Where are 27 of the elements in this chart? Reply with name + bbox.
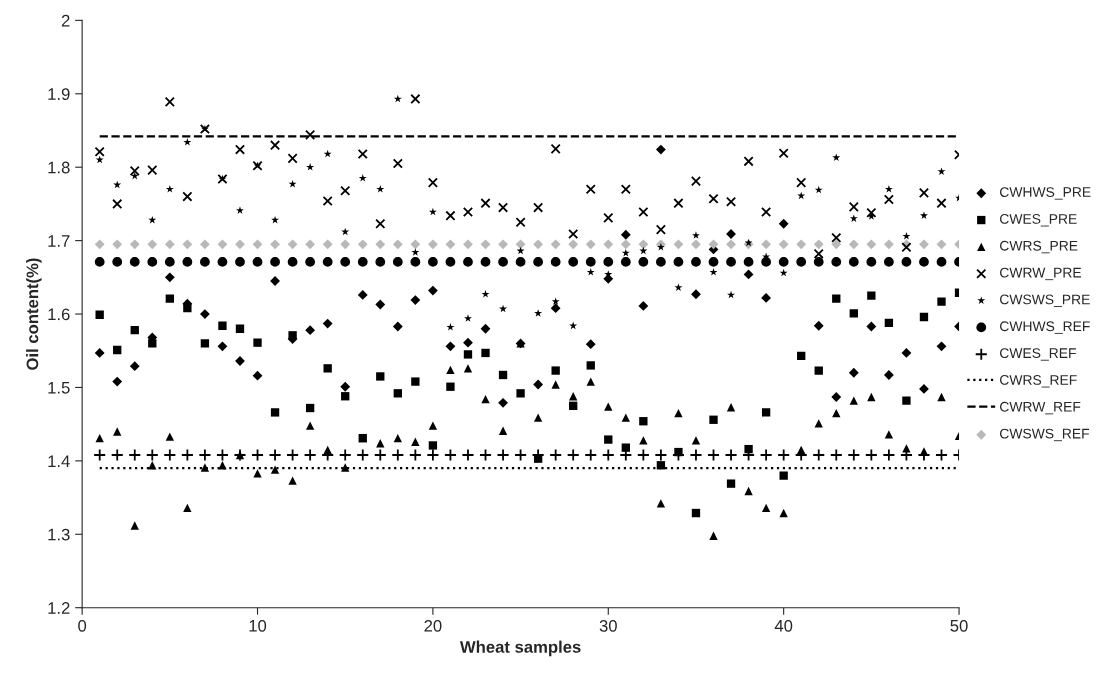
x-tick-label: 40 — [774, 619, 793, 632]
legend-label: CWHWS_PRE — [1000, 187, 1091, 200]
x-tick-label: 10 — [249, 619, 267, 632]
x-tick-label: 20 — [424, 619, 442, 632]
x-axis-title: Wheat samples — [459, 640, 581, 657]
legend-label: CWRS_REF — [1000, 375, 1077, 388]
y-axis-title: Oil content(%) — [26, 258, 42, 370]
x-tick-label: 50 — [950, 619, 968, 632]
x-tick-label: 0 — [78, 619, 87, 632]
y-tick-label: 1.2 — [48, 602, 70, 614]
legend-label: CWRW_REF — [1000, 401, 1081, 415]
legend-label: CWSWS_PRE — [1000, 294, 1090, 307]
y-tick-label: 1.9 — [48, 88, 70, 100]
legend-label: CWHWS_REF — [1000, 321, 1090, 334]
legend-label: CWES_PRE — [1000, 214, 1077, 227]
x-tick-label: 30 — [599, 619, 617, 632]
y-tick-label: 1.4 — [48, 455, 70, 467]
y-tick-label: 2 — [61, 14, 70, 27]
y-tick-label: 1.5 — [48, 382, 70, 394]
y-tick-label: 1.8 — [48, 161, 70, 174]
y-tick-label: 1.7 — [48, 235, 70, 247]
y-tick-label: 1.3 — [48, 528, 70, 541]
legend-label: CWRS_PRE — [1000, 240, 1078, 254]
legend-label: CWRW_PRE — [1000, 267, 1082, 281]
legend-label: CWES_REF — [1000, 348, 1076, 361]
y-tick-label: 1.6 — [48, 308, 70, 321]
legend-label: CWSWS_REF — [1000, 428, 1090, 442]
